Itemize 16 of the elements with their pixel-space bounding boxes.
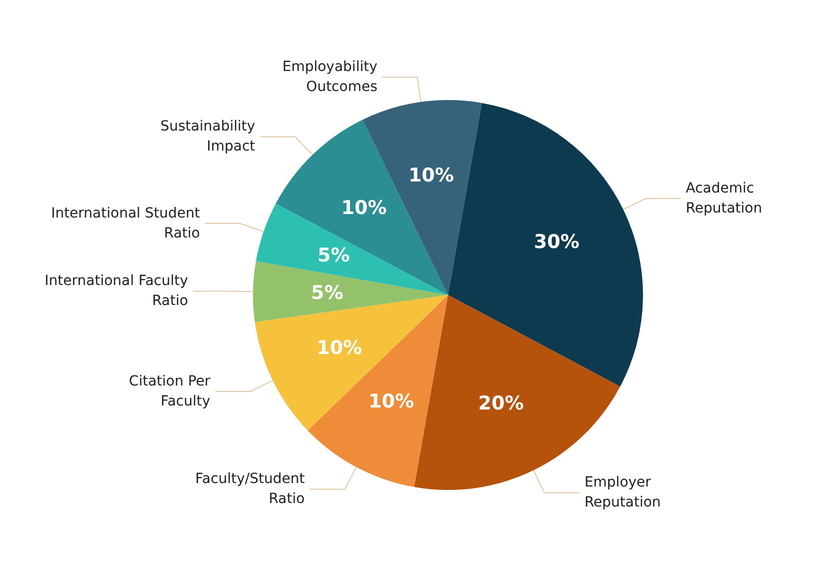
slice-label: Employability Outcomes	[282, 59, 378, 96]
slice-label: Sustainability Impact	[160, 118, 256, 155]
slice-label: International Faculty Ratio	[44, 273, 188, 310]
data-label: 10%	[316, 337, 362, 359]
data-label: 5%	[318, 244, 350, 267]
slice-label: Employer Reputation	[584, 474, 661, 511]
slice-label: International Student Ratio	[51, 205, 200, 242]
data-label: 10%	[368, 390, 414, 413]
data-label: 20%	[478, 392, 524, 415]
data-label: 10%	[341, 197, 387, 220]
data-label: 30%	[534, 231, 580, 253]
data-label: 5%	[310, 282, 344, 304]
slice-label: Faculty/Student Ratio	[195, 471, 306, 508]
slice-label: Academic Reputation	[686, 180, 762, 217]
slice-label: Citation Per Faculty	[128, 373, 210, 410]
data-label: 10%	[408, 164, 454, 186]
